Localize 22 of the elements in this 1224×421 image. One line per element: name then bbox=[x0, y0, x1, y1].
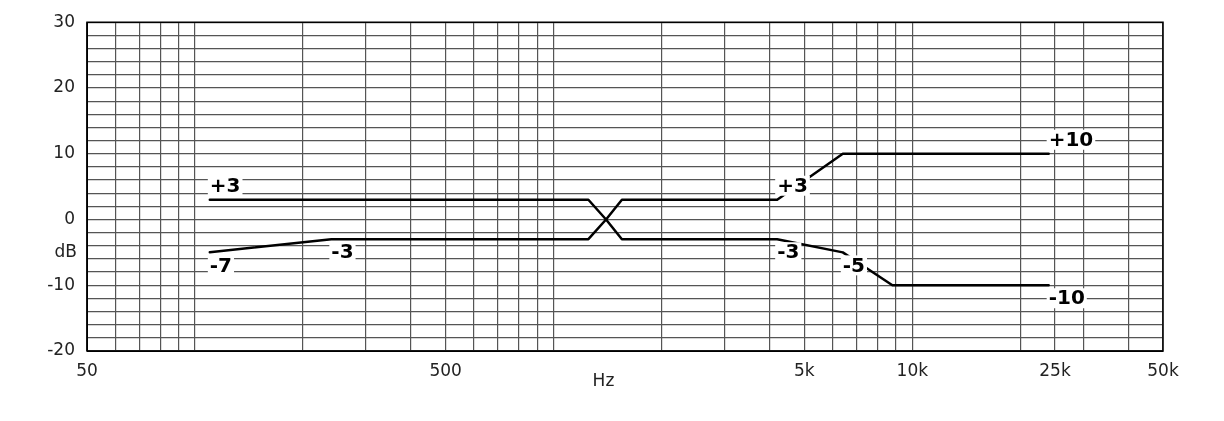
annotation: -5 bbox=[842, 252, 865, 277]
y-tick-label: 20 bbox=[53, 76, 75, 97]
y-tick-label: 30 bbox=[53, 10, 75, 31]
x-tick-label: 10k bbox=[896, 359, 929, 380]
x-tick-label: 5k bbox=[794, 359, 815, 380]
annotation: -7 bbox=[209, 252, 233, 277]
y-tick-label: -10 bbox=[47, 273, 75, 294]
annotation: +3 bbox=[209, 172, 241, 197]
y-tick-label: -20 bbox=[47, 339, 75, 360]
annotation: -3 bbox=[331, 239, 354, 264]
x-tick-label: 25k bbox=[1039, 359, 1071, 380]
annotation: -3 bbox=[777, 239, 800, 264]
annotation: +3 bbox=[777, 172, 808, 197]
annotation: +10 bbox=[1048, 126, 1094, 151]
x-tick-label: 50 bbox=[76, 359, 98, 380]
y-tick-label: 0 bbox=[64, 207, 75, 228]
x-tick-label: 500 bbox=[429, 359, 462, 380]
annotation: -10 bbox=[1048, 285, 1085, 310]
x-tick-label: 50k bbox=[1147, 359, 1179, 380]
y-tick-label: 10 bbox=[53, 142, 75, 163]
x-axis-title: Hz bbox=[592, 369, 615, 390]
y-axis-title: dB bbox=[54, 240, 77, 261]
